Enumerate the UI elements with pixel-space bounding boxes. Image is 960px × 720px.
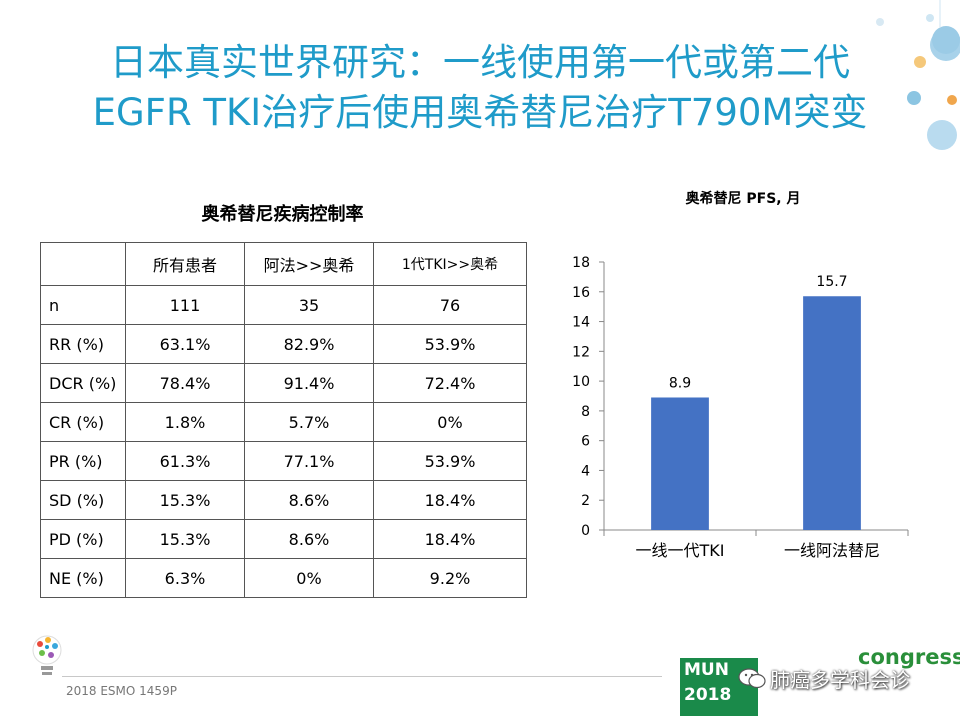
y-tick-label: 4 (581, 463, 590, 479)
table-row: DCR (%) 78.4% 91.4% 72.4% (40, 363, 527, 403)
watermark-text: 肺癌多学科会诊 (770, 668, 910, 692)
table-cell: 18.4% (373, 519, 527, 559)
table-cell: 9.2% (373, 558, 527, 598)
row-label: RR (%) (40, 324, 126, 364)
table-row: n 111 35 76 (40, 285, 527, 325)
table-row: SD (%) 15.3% 8.6% 18.4% (40, 480, 527, 520)
row-label: CR (%) (40, 402, 126, 442)
table-cell: 53.9% (373, 324, 527, 364)
y-tick-label: 18 (572, 255, 590, 271)
table-cell: 0% (373, 402, 527, 442)
table-cell: 1.8% (125, 402, 245, 442)
data-label: 15.7 (816, 274, 847, 290)
table-row: RR (%) 63.1% 82.9% 53.9% (40, 324, 527, 364)
citation-text: 2018 ESMO 1459P (66, 684, 177, 698)
y-tick-label: 2 (581, 493, 590, 509)
x-tick-label: 一线阿法替尼 (784, 541, 880, 560)
table-cell: 91.4% (244, 363, 374, 403)
table-header-cell: 所有患者 (125, 242, 245, 286)
table-cell: 61.3% (125, 441, 245, 481)
table-cell: 5.7% (244, 402, 374, 442)
y-tick-label: 12 (572, 344, 590, 360)
table-cell: 15.3% (125, 480, 245, 520)
y-tick-label: 14 (572, 315, 590, 331)
table-cell: 72.4% (373, 363, 527, 403)
y-tick-label: 10 (572, 374, 590, 390)
table-cell: 18.4% (373, 480, 527, 520)
row-label: DCR (%) (40, 363, 126, 403)
table-row: NE (%) 6.3% 0% 9.2% (40, 558, 527, 598)
decorative-dots (876, 0, 960, 150)
table-row: PD (%) 15.3% 8.6% 18.4% (40, 519, 527, 559)
row-label: PR (%) (40, 441, 126, 481)
congress-logo: MUN 2018 (680, 658, 758, 716)
table-row: PR (%) 61.3% 77.1% 53.9% (40, 441, 527, 481)
table-header-cell: 阿法>>奥希 (244, 242, 374, 286)
table-cell: 82.9% (244, 324, 374, 364)
table-cell: 77.1% (244, 441, 374, 481)
table-title: 奥希替尼疾病控制率 (201, 204, 364, 225)
results-table: 所有患者 阿法>>奥希 1代TKI>>奥希 n 111 35 76 RR (%)… (40, 242, 527, 598)
pfs-bar-chart: 0 2 4 6 8 10 12 14 16 18 8.9 一线一代TKI 15.7 一线阿法替尼 (572, 255, 909, 560)
row-label: PD (%) (40, 519, 126, 559)
logo-text-1: MUN (684, 660, 729, 680)
y-tick-label: 16 (572, 285, 590, 301)
slide-title-line1: 日本真实世界研究：一线使用第一代或第二代 (110, 41, 850, 84)
x-tick-label: 一线一代TKI (636, 541, 725, 560)
row-label: n (40, 285, 126, 325)
chart-title: 奥希替尼 PFS, 月 (685, 191, 801, 207)
bar (651, 397, 709, 530)
row-label: SD (%) (40, 480, 126, 520)
logo-text-2: 2018 (684, 685, 732, 705)
table-cell: 78.4% (125, 363, 245, 403)
y-tick-label: 8 (581, 404, 590, 420)
row-label: NE (%) (40, 558, 126, 598)
table-cell: 0% (244, 558, 374, 598)
table-cell: 76 (373, 285, 527, 325)
data-label: 8.9 (669, 375, 691, 391)
table-cell: 6.3% (125, 558, 245, 598)
table-cell: 63.1% (125, 324, 245, 364)
slide-title-line2: EGFR TKI治疗后使用奥希替尼治疗T790M突变 (92, 91, 868, 134)
bar (803, 296, 861, 530)
table-header-cell (40, 242, 126, 286)
footer-divider (62, 676, 662, 677)
table-cell: 8.6% (244, 519, 374, 559)
table-cell: 53.9% (373, 441, 527, 481)
y-tick-label: 6 (581, 434, 590, 450)
slide-title: 日本真实世界研究：一线使用第一代或第二代 EGFR TKI治疗后使用奥希替尼治疗… (0, 38, 960, 138)
table-row: CR (%) 1.8% 5.7% 0% (40, 402, 527, 442)
wechat-icon (738, 668, 766, 689)
lightbulb-logo-icon (32, 635, 62, 675)
table-cell: 8.6% (244, 480, 374, 520)
table-header-row: 所有患者 阿法>>奥希 1代TKI>>奥希 (40, 242, 527, 286)
table-header-cell: 1代TKI>>奥希 (373, 242, 527, 286)
table-cell: 111 (125, 285, 245, 325)
congress-label: congress (858, 645, 960, 669)
y-tick-label: 0 (581, 523, 590, 539)
table-cell: 15.3% (125, 519, 245, 559)
table-cell: 35 (244, 285, 374, 325)
